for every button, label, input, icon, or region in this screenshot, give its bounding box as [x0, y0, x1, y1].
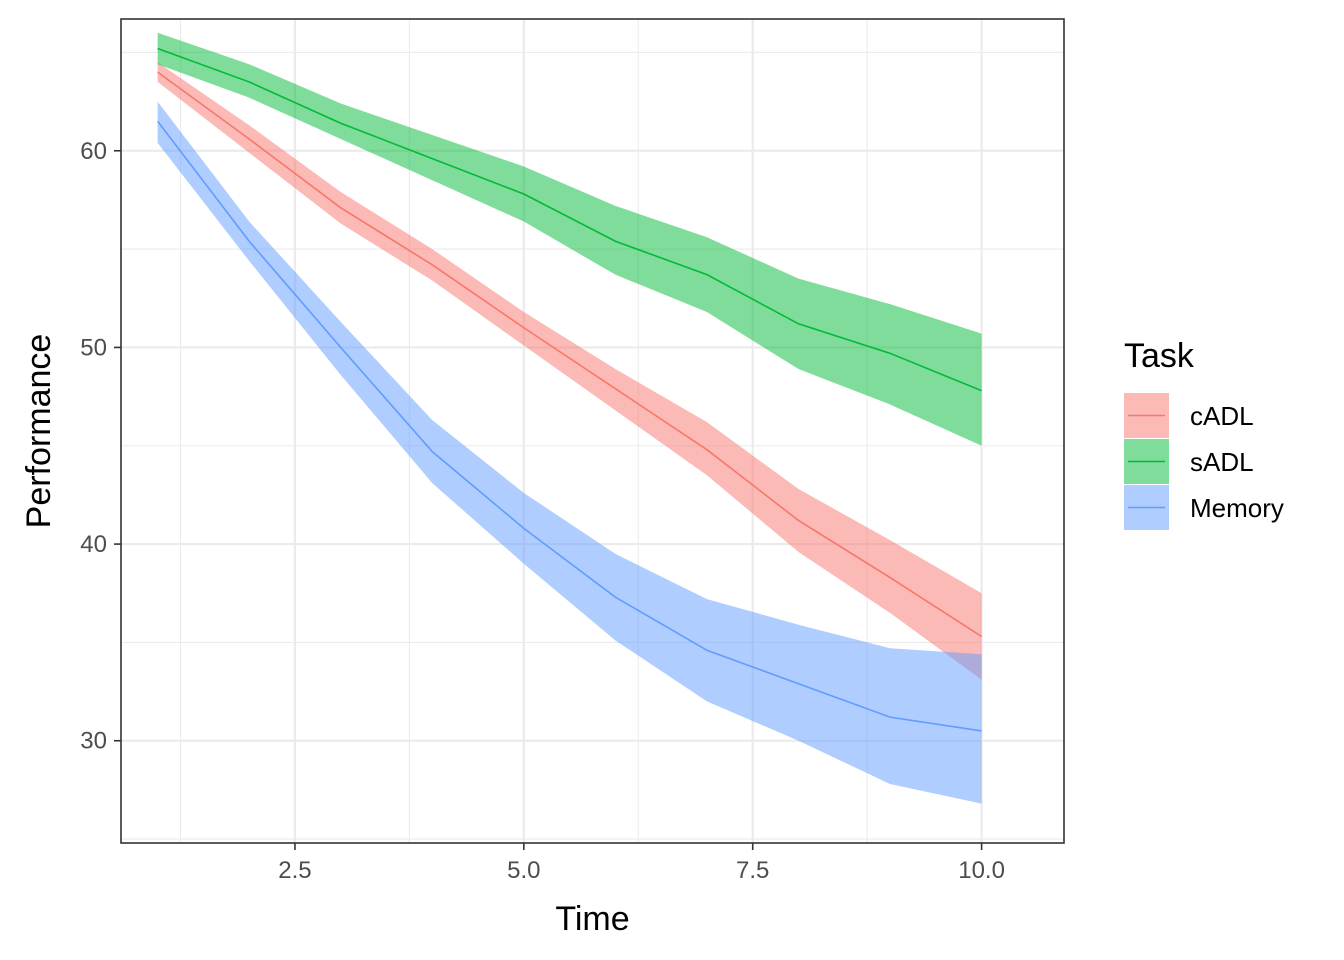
ribbon-memory: [157, 101, 982, 804]
panel-border: [120, 18, 1065, 844]
legend-label-cadl: cADL: [1190, 401, 1254, 431]
x-tick-label: 10.0: [958, 857, 1005, 884]
plot-panel: [120, 18, 1065, 844]
y-tick-label: 40: [80, 531, 107, 558]
y-axis: 30 40 50 60: [80, 138, 121, 755]
series-lines: [156, 47, 983, 732]
y-tick-label: 60: [80, 138, 107, 165]
x-tick-label: 7.5: [736, 857, 769, 884]
ribbon-cadl: [157, 62, 982, 680]
x-axis: 2.5 5.0 7.5 10.0: [278, 843, 1005, 884]
series-line-sadl: [157, 47, 982, 392]
legend: Task cADL sADL Memory: [1124, 337, 1284, 530]
series-line-memory: [156, 120, 982, 732]
y-tick-label: 30: [80, 728, 107, 755]
ribbons: [157, 32, 982, 804]
y-tick-label: 50: [80, 334, 107, 361]
x-tick-label: 2.5: [278, 857, 311, 884]
x-axis-title: Time: [555, 900, 629, 938]
legend-title: Task: [1124, 337, 1195, 375]
x-tick-label: 5.0: [507, 857, 540, 884]
legend-label-memory: Memory: [1190, 493, 1284, 523]
legend-label-sadl: sADL: [1190, 447, 1254, 477]
series-line-cadl: [157, 71, 983, 638]
y-axis-title: Performance: [20, 334, 58, 529]
ribbon-sadl: [157, 32, 982, 446]
